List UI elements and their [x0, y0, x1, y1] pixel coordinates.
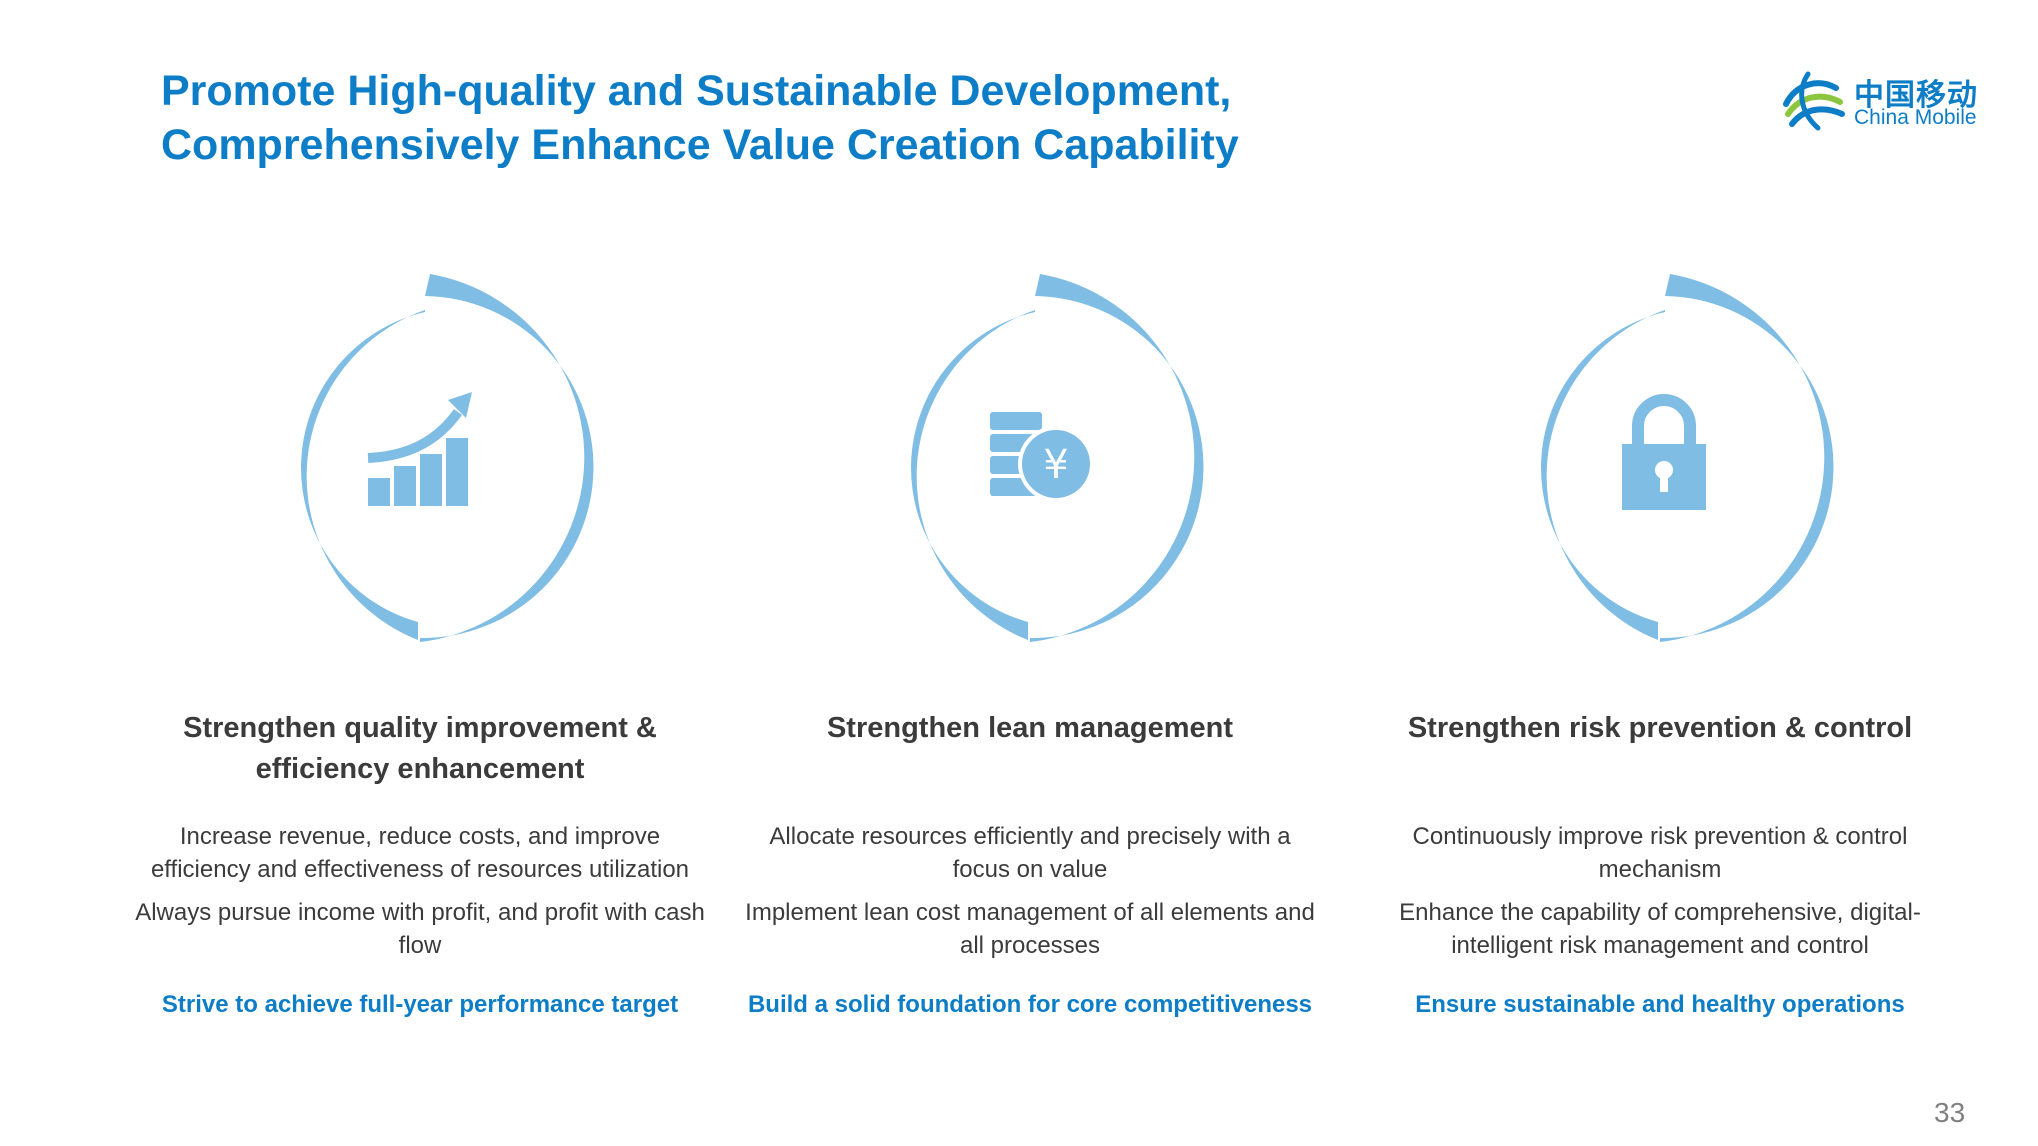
bullet-text: Continuously improve risk prevention & c…: [1412, 823, 1908, 883]
column-bullets: Continuously improve risk prevention & c…: [1370, 820, 1950, 972]
lock-icon: [1622, 394, 1706, 510]
growth-chart-icon: [367, 392, 472, 506]
column-lean-management: ¥ Strengthen lean management Allocate re…: [740, 270, 1320, 1018]
column-heading: Strengthen risk prevention & control: [1407, 712, 1913, 744]
ring-graphic: [1470, 270, 1850, 650]
column-tagline: Ensure sustainable and healthy operation…: [1415, 991, 1905, 1018]
china-mobile-swirl-icon: [1783, 71, 1845, 131]
column-tagline: Strive to achieve full-year performance …: [161, 991, 679, 1018]
column-heading: Strengthen lean management: [826, 712, 1234, 744]
bullet-text: Always pursue income with profit, and pr…: [135, 899, 705, 959]
ring-graphic: ¥: [840, 270, 1220, 650]
column-heading: Strengthen quality improvement & efficie…: [183, 712, 657, 785]
bullet-text: Enhance the capability of comprehensive,…: [1399, 899, 1921, 959]
bullet-text: Implement lean cost management of all el…: [745, 899, 1315, 959]
svg-text:¥: ¥: [1043, 442, 1068, 488]
slide-title-line-1: Promote High-quality and Sustainable Dev…: [161, 67, 1232, 115]
column-tagline: Build a solid foundation for core compet…: [747, 991, 1313, 1018]
slide-title-line-2: Comprehensively Enhance Value Creation C…: [161, 121, 1239, 169]
column-bullets: Increase revenue, reduce costs, and impr…: [130, 820, 710, 972]
yuan-coins-icon: ¥: [990, 412, 1094, 502]
ring-graphic: [230, 270, 610, 650]
bullet-text: Allocate resources efficiently and preci…: [769, 823, 1291, 883]
column-risk-prevention: Strengthen risk prevention & control Con…: [1370, 270, 1950, 1018]
slide-title: Promote High-quality and Sustainable Dev…: [161, 64, 1561, 172]
column-bullets: Allocate resources efficiently and preci…: [740, 820, 1320, 972]
logo-english-text: China Mobile: [1854, 106, 1977, 129]
column-quality-efficiency: Strengthen quality improvement & efficie…: [130, 270, 710, 1018]
bullet-text: Increase revenue, reduce costs, and impr…: [150, 823, 690, 883]
logo-chinese-text: 中国移动: [1854, 78, 1978, 113]
page-number: 33: [1934, 1097, 1966, 1128]
china-mobile-logo: 中国移动 China Mobile: [1778, 66, 1988, 136]
